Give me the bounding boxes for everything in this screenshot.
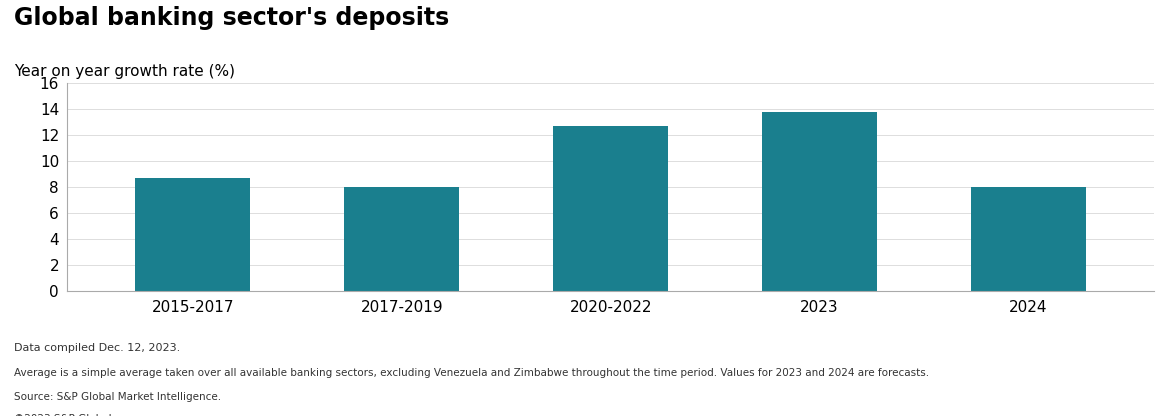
Bar <box>135 178 250 291</box>
Text: Average is a simple average taken over all available banking sectors, excluding : Average is a simple average taken over a… <box>14 368 930 378</box>
Text: Source: S&P Global Market Intelligence.: Source: S&P Global Market Intelligence. <box>14 392 221 402</box>
Text: Year on year growth rate (%): Year on year growth rate (%) <box>14 64 235 79</box>
Bar <box>971 187 1086 291</box>
Text: Global banking sector's deposits: Global banking sector's deposits <box>14 6 450 30</box>
Text: ©2023 S&P Global.: ©2023 S&P Global. <box>14 414 115 416</box>
Text: Data compiled Dec. 12, 2023.: Data compiled Dec. 12, 2023. <box>14 343 180 353</box>
Bar <box>762 112 877 291</box>
Bar <box>553 126 668 291</box>
Bar <box>344 187 459 291</box>
